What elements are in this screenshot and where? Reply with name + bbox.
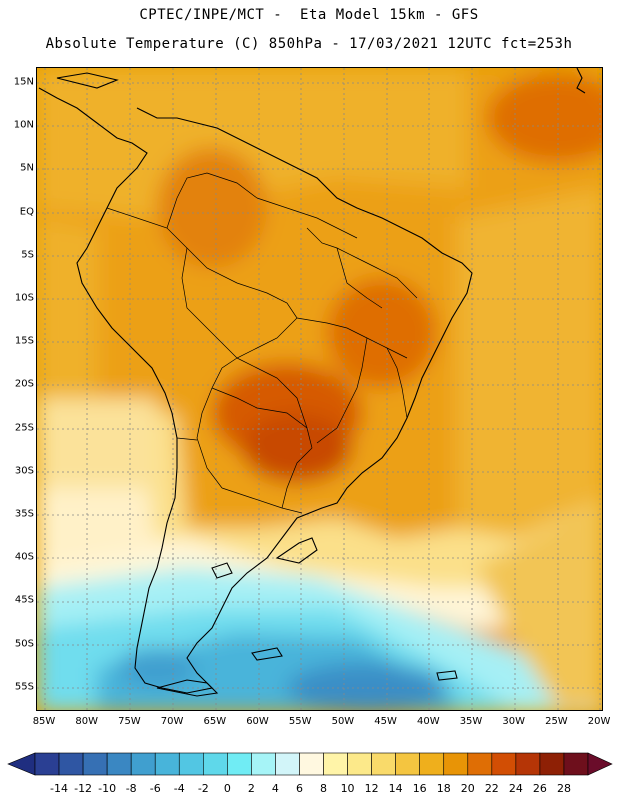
country-borders <box>106 172 418 514</box>
colorbar-swatch <box>419 752 445 776</box>
colorbar-label: 4 <box>271 782 279 795</box>
colorbar-swatch <box>347 752 372 776</box>
colorbar-label: 16 <box>412 782 427 795</box>
map-subtitle: Absolute Temperature (C) 850hPa - 17/03/… <box>45 36 573 52</box>
colorbar-swatch <box>58 752 84 776</box>
colorbar-swatch <box>323 752 348 776</box>
map-canvas <box>37 68 602 710</box>
lon-label-20w: 20W <box>587 716 611 727</box>
colorbar-swatch <box>154 752 180 776</box>
lon-label-85w: 85W <box>32 716 56 727</box>
colorbar-swatch <box>106 752 132 776</box>
colorbar-end-low <box>7 752 36 776</box>
colorbar-swatch <box>515 752 541 776</box>
colorbar-swatch <box>491 752 517 776</box>
colorbar-label: 22 <box>484 782 499 795</box>
colorbar-label: -6 <box>149 782 161 795</box>
colorbar-label: -12 <box>74 782 93 795</box>
colorbar-label: 14 <box>388 782 403 795</box>
colorbar-swatch <box>227 752 252 776</box>
lat-label-20s: 20S <box>14 378 34 390</box>
colorbar-swatch <box>467 752 493 776</box>
colorbar <box>7 752 613 776</box>
temperature-map[interactable] <box>36 67 603 711</box>
lon-label-55w: 55W <box>288 716 312 727</box>
colorbar-swatch <box>563 752 589 776</box>
colorbar-label: -8 <box>125 782 137 795</box>
lat-label-10n: 10N <box>13 119 34 131</box>
colorbar-label: 28 <box>556 782 571 795</box>
colorbar-label: -10 <box>98 782 117 795</box>
lon-label-60w: 60W <box>246 716 269 727</box>
colorbar-swatch <box>443 752 469 776</box>
lon-label-30w: 30W <box>502 716 525 727</box>
colorbar-swatch <box>203 752 228 776</box>
colorbar-label: 12 <box>364 782 379 795</box>
colorbar-swatch <box>371 752 396 776</box>
colorbar-label: 0 <box>223 782 231 795</box>
lat-label-10s: 10S <box>14 292 34 304</box>
colorbar-label: 10 <box>340 782 355 795</box>
colorbar-label: 20 <box>460 782 475 795</box>
colorbar-label: 6 <box>295 782 303 795</box>
lat-label-5n: 5N <box>20 162 34 174</box>
colorbar-swatch <box>82 752 108 776</box>
lat-label-40s: 40S <box>14 551 34 563</box>
colorbar-label: -2 <box>197 782 209 795</box>
colorbar-swatch <box>178 752 204 776</box>
lat-label-50s: 50S <box>14 638 34 650</box>
colorbar-label: 8 <box>320 782 328 795</box>
lon-label-45w: 45W <box>374 716 397 727</box>
coastline <box>38 68 586 697</box>
colorbar-swatch <box>130 752 156 776</box>
colorbar-swatch <box>299 752 324 776</box>
graticule <box>37 68 602 710</box>
lon-label-40w: 40W <box>416 716 440 727</box>
colorbar-label: -4 <box>173 782 185 795</box>
lon-label-50w: 50W <box>331 716 355 727</box>
lat-label-eq: EQ <box>19 206 34 218</box>
lat-label-5s: 5S <box>21 249 34 261</box>
lat-label-15n: 15N <box>13 76 34 88</box>
lon-label-35w: 35W <box>459 716 483 727</box>
colorbar-label: 26 <box>532 782 547 795</box>
map-title: CPTEC/INPE/MCT - Eta Model 15km - GFS <box>139 7 479 23</box>
colorbar-swatch <box>275 752 300 776</box>
lat-label-15s: 15S <box>14 335 34 347</box>
lon-label-70w: 70W <box>160 716 184 727</box>
colorbar-swatch <box>395 752 420 776</box>
colorbar-end-high <box>587 752 613 776</box>
colorbar-swatch <box>34 752 60 776</box>
lat-label-30s: 30S <box>14 465 34 477</box>
colorbar-swatch <box>251 752 276 776</box>
temperature-field <box>37 68 602 710</box>
lat-label-25s: 25S <box>14 422 34 434</box>
lon-label-65w: 65W <box>203 716 227 727</box>
lat-label-35s: 35S <box>14 508 34 520</box>
colorbar-label: 18 <box>436 782 451 795</box>
colorbar-label: -14 <box>50 782 69 795</box>
colorbar-label: 2 <box>247 782 255 795</box>
colorbar-label: 24 <box>508 782 523 795</box>
lon-label-75w: 75W <box>118 716 141 727</box>
lon-label-80w: 80W <box>75 716 98 727</box>
lat-label-45s: 45S <box>14 594 34 606</box>
colorbar-swatch <box>539 752 565 776</box>
lon-label-25w: 25W <box>545 716 568 727</box>
lat-label-55s: 55S <box>14 681 34 693</box>
